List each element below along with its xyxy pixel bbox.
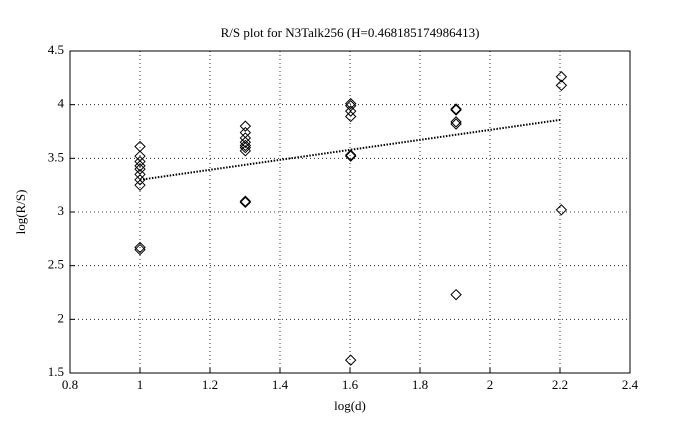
point bbox=[134, 155, 146, 168]
point bbox=[555, 79, 568, 92]
point bbox=[344, 150, 357, 162]
y-tick-label: 1.5 bbox=[48, 364, 64, 379]
point bbox=[239, 145, 252, 157]
point bbox=[344, 97, 357, 110]
point bbox=[344, 105, 357, 117]
plot-frame bbox=[69, 50, 631, 374]
point bbox=[344, 149, 357, 161]
x-tick-label: 0.8 bbox=[62, 377, 78, 392]
point bbox=[239, 196, 252, 209]
point bbox=[239, 139, 252, 152]
y-tick-label: 2 bbox=[58, 310, 65, 325]
point bbox=[239, 136, 252, 148]
chart-title: R/S plot for N3Talk256 (H=0.468185174986… bbox=[221, 25, 480, 40]
y-axis-label: log(R/S) bbox=[13, 190, 28, 235]
point bbox=[134, 241, 146, 254]
fit-line bbox=[139, 118, 562, 181]
point bbox=[134, 163, 146, 175]
y-tick-label: 4 bbox=[58, 96, 65, 111]
point bbox=[239, 120, 252, 132]
point bbox=[555, 204, 568, 216]
point bbox=[450, 103, 462, 115]
point bbox=[134, 160, 146, 172]
point bbox=[344, 354, 357, 366]
point bbox=[450, 118, 462, 130]
y-tick-label: 3 bbox=[58, 203, 65, 218]
point bbox=[555, 71, 568, 83]
y-tick-label: 3.5 bbox=[48, 149, 64, 164]
point bbox=[239, 141, 252, 154]
point bbox=[134, 174, 146, 186]
x-tick-label: 1 bbox=[137, 377, 144, 392]
point bbox=[344, 100, 357, 112]
y-tick-label: 2.5 bbox=[48, 257, 64, 272]
x-tick-label: 2.2 bbox=[552, 377, 568, 392]
point bbox=[239, 195, 252, 207]
point bbox=[450, 288, 462, 301]
point bbox=[450, 104, 462, 116]
point bbox=[450, 116, 462, 128]
x-tick-label: 2.4 bbox=[622, 377, 639, 392]
x-tick-label: 1.4 bbox=[272, 377, 289, 392]
point bbox=[344, 110, 357, 123]
x-tick-label: 2 bbox=[487, 377, 494, 392]
y-tick-label: 4.5 bbox=[48, 42, 64, 57]
x-tick-label: 1.2 bbox=[202, 377, 218, 392]
point bbox=[134, 179, 146, 191]
point bbox=[134, 243, 146, 256]
x-axis-label: log(d) bbox=[334, 398, 366, 413]
x-tick-label: 1.8 bbox=[412, 377, 428, 392]
x-tick-label: 1.6 bbox=[342, 377, 359, 392]
